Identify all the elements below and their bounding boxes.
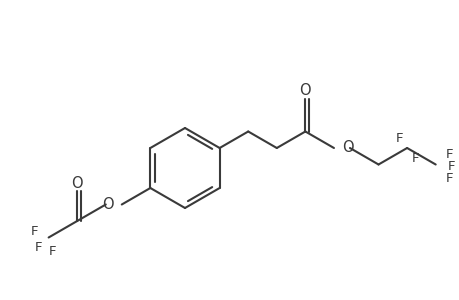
Text: O: O: [102, 197, 113, 212]
Text: F: F: [447, 160, 454, 173]
Text: O: O: [341, 140, 353, 155]
Text: O: O: [299, 83, 311, 98]
Text: F: F: [410, 152, 418, 164]
Text: F: F: [394, 131, 402, 145]
Text: F: F: [49, 245, 56, 258]
Text: F: F: [445, 148, 453, 161]
Text: F: F: [31, 225, 38, 238]
Text: F: F: [445, 172, 453, 185]
Text: O: O: [71, 176, 83, 191]
Text: F: F: [35, 241, 42, 254]
